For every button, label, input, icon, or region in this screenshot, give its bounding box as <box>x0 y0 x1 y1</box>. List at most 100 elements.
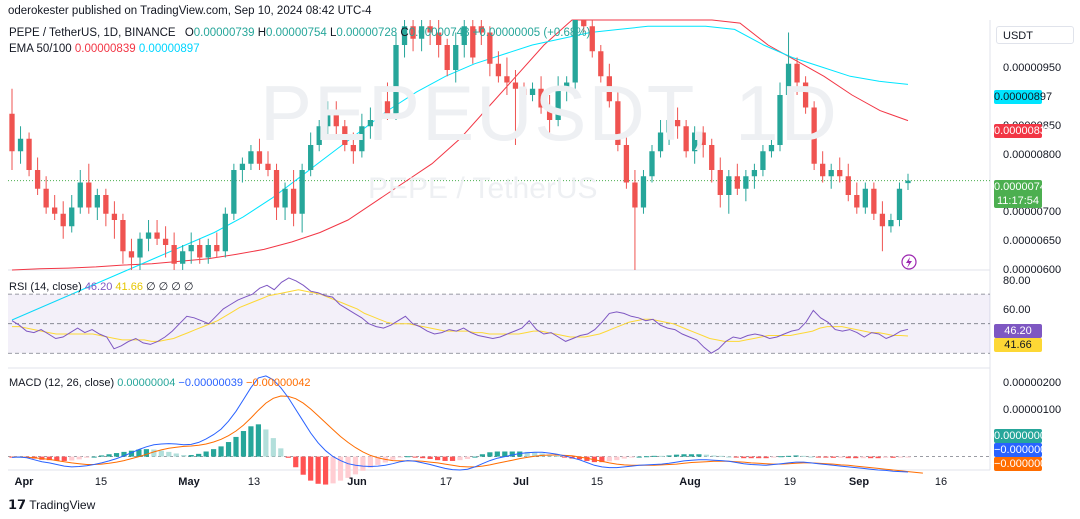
macd-histogram-bar <box>883 456 889 458</box>
macd-histogram-bar <box>696 454 702 457</box>
macd-histogram-bar <box>293 456 299 468</box>
candle-body <box>180 251 186 264</box>
macd-histogram-bar <box>54 456 60 461</box>
candle-body <box>529 88 536 95</box>
macd-histogram-bar <box>606 456 612 462</box>
macd-histogram-bar <box>688 454 695 457</box>
candle-body <box>171 245 177 264</box>
candle-body <box>393 45 399 114</box>
candle-body <box>376 101 382 120</box>
macd-histogram-bar <box>584 456 590 461</box>
macd-histogram-bar <box>576 456 583 460</box>
macd-histogram-bar <box>99 455 105 457</box>
candle-body <box>316 126 322 145</box>
ema50-value: 0.00000839 <box>74 43 136 55</box>
macd-histogram-bar <box>472 456 478 458</box>
candle-body <box>188 245 194 252</box>
candle-body <box>726 176 732 195</box>
macd-histogram-bar <box>860 456 866 459</box>
candle-body <box>811 107 817 164</box>
candle-body <box>325 113 331 127</box>
macd-line-badge: −0.00000039 <box>994 443 1059 457</box>
watermark-symbol: PEPEUSDT, 1D <box>260 69 839 157</box>
ohlc-open-label: O <box>184 27 194 39</box>
macd-histogram-bar <box>763 456 769 459</box>
macd-histogram-bar <box>808 456 814 458</box>
rsi-tick: 60.00 <box>1003 304 1031 316</box>
candle-body <box>640 176 647 208</box>
rsi-legend: RSI (14, close) 46.20 41.66 ∅ ∅ ∅ ∅ <box>9 280 194 293</box>
macd-histogram-bar <box>225 442 232 457</box>
macd-histogram-bar <box>405 456 411 458</box>
candle-body <box>94 195 100 208</box>
ema100-line <box>11 25 909 321</box>
time-axis-label: 15 <box>94 476 108 488</box>
macd-histogram-bar <box>457 456 463 461</box>
macd-histogram-bar <box>233 436 239 457</box>
macd-line-value: −0.00000039 <box>178 377 243 389</box>
rsi-ma-value: 41.66 <box>115 281 143 293</box>
macd-histogram-bar <box>800 455 807 457</box>
candle-body <box>743 176 749 189</box>
lightning-icon <box>906 257 912 268</box>
macd-signal-badge: −0.00000042 <box>994 457 1059 471</box>
candle-body <box>299 170 305 214</box>
candle-body <box>427 26 433 33</box>
ema-label: EMA 50/100 <box>9 43 72 55</box>
macd-histogram-bar <box>330 456 336 484</box>
macd-histogram-bar <box>614 456 620 461</box>
candle-body <box>111 213 118 220</box>
candle-body <box>359 126 365 152</box>
macd-histogram-bar <box>629 456 635 458</box>
ohlc-low: 0.00000728 <box>336 27 398 39</box>
candle-body <box>69 207 75 227</box>
brand-name: TradingView <box>29 498 96 512</box>
legend-ema: EMA 50/100 0.00000839 0.00000897 <box>9 43 200 55</box>
candle-body <box>60 213 66 227</box>
rsi-ma-line <box>12 289 909 342</box>
rsi-extras: ∅ ∅ ∅ ∅ <box>146 281 194 293</box>
candle-body <box>512 82 519 89</box>
candle-body <box>896 188 903 220</box>
candle-body <box>205 245 211 258</box>
macd-histogram-bar <box>420 456 426 459</box>
candle-body <box>692 132 698 152</box>
price-tick: 0.00000700 <box>1003 206 1062 218</box>
candle-body <box>137 238 143 258</box>
macd-histogram-bar <box>270 438 276 457</box>
ohlc-high-label: H <box>257 27 267 39</box>
macd-histogram-bar <box>502 451 508 457</box>
macd-histogram-bar <box>278 448 284 457</box>
macd-label: MACD (12, 26, close) <box>9 377 115 389</box>
macd-histogram-bar <box>435 456 441 461</box>
candle-body <box>145 232 152 239</box>
candle-body <box>581 20 587 27</box>
macd-histogram-bar <box>875 456 881 459</box>
macd-histogram-bar <box>196 453 202 457</box>
candle-body <box>751 170 758 177</box>
candle-body <box>410 26 416 39</box>
candle-body <box>444 45 450 70</box>
candle-body <box>768 145 775 152</box>
tradingview-logo-icon: 𝟭𝟳 <box>8 497 27 512</box>
macd-histogram-bar <box>711 455 717 457</box>
candle-body <box>470 26 476 58</box>
macd-histogram-bar <box>726 456 732 458</box>
currency-selector[interactable]: USDT <box>996 26 1074 44</box>
macd-signal-line <box>12 395 923 474</box>
macd-histogram-bar <box>487 452 493 457</box>
event-icon <box>901 254 917 270</box>
ohlc-close-label: C <box>400 27 409 39</box>
candle-body <box>572 20 578 83</box>
candle-body <box>384 101 391 114</box>
macd-histogram-bar <box>285 456 291 458</box>
macd-histogram-bar <box>494 451 500 457</box>
rsi-tick: 80.00 <box>1003 275 1031 287</box>
time-axis-label: May <box>178 476 200 488</box>
macd-histogram-bar <box>255 424 261 457</box>
macd-histogram-bar <box>741 456 747 459</box>
candle-body <box>52 207 58 214</box>
candle-body <box>649 151 655 177</box>
macd-histogram-bar <box>666 455 672 457</box>
